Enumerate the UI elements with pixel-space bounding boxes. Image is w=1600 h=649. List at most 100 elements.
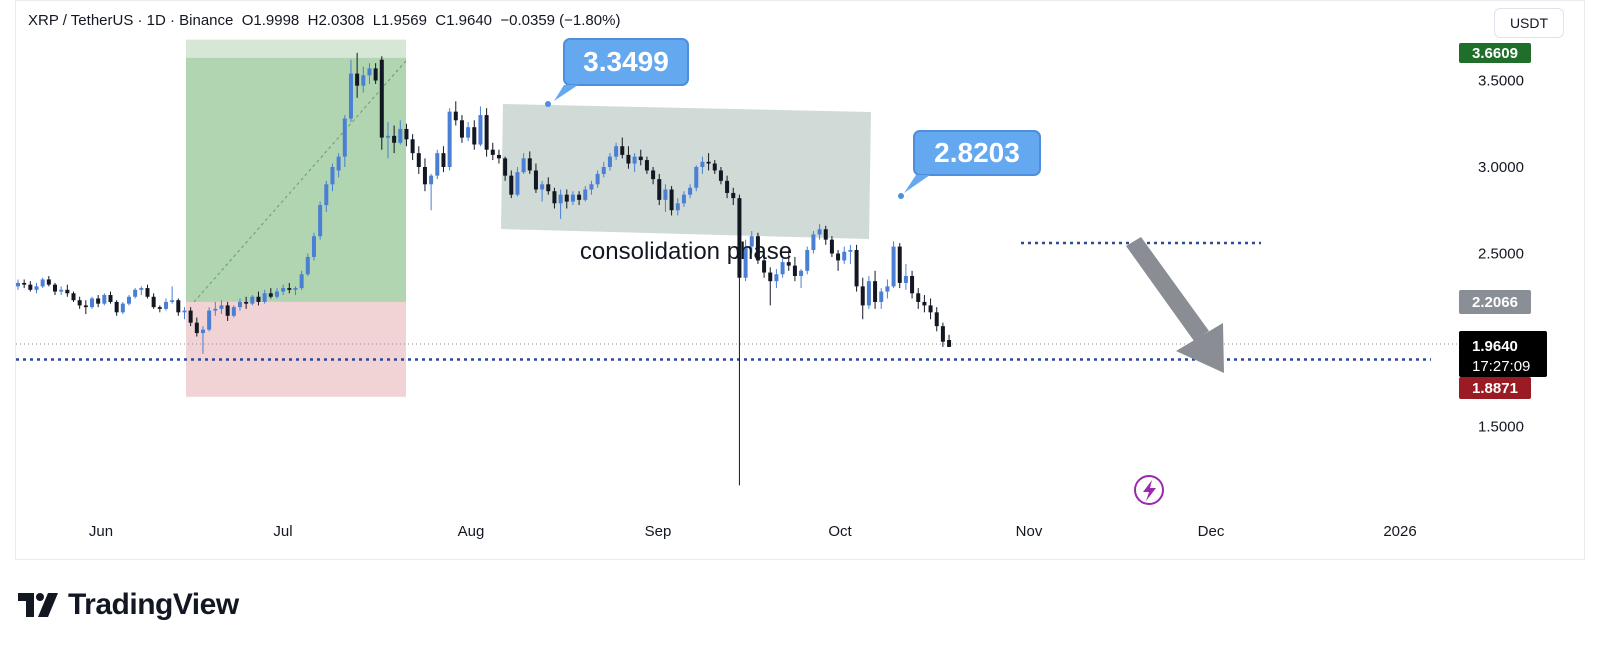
candle bbox=[244, 296, 249, 309]
candle bbox=[731, 187, 736, 206]
candle bbox=[16, 279, 20, 290]
candle-body bbox=[83, 305, 88, 308]
tradingview-logo-icon bbox=[18, 593, 58, 617]
candle-body bbox=[842, 251, 847, 261]
candle bbox=[102, 293, 107, 306]
candle-body bbox=[225, 305, 230, 316]
candle-body bbox=[157, 307, 162, 309]
symbol-name[interactable]: XRP / TetherUS · 1D · Binance bbox=[28, 12, 234, 29]
candle bbox=[910, 270, 915, 299]
x-tick-label: 2026 bbox=[1383, 523, 1416, 540]
candle-body bbox=[755, 236, 760, 261]
candle bbox=[336, 153, 341, 178]
candle bbox=[688, 184, 693, 199]
candle bbox=[114, 300, 119, 316]
candle-body bbox=[614, 146, 619, 157]
candle-body bbox=[903, 275, 908, 283]
candle bbox=[40, 277, 45, 289]
candle bbox=[916, 288, 921, 309]
candle bbox=[77, 296, 82, 309]
open-value: 1.9998 bbox=[253, 12, 300, 29]
candle-body bbox=[577, 194, 582, 200]
candle-body bbox=[126, 296, 131, 304]
candle-body bbox=[207, 310, 212, 330]
candle bbox=[256, 291, 261, 306]
candle bbox=[657, 173, 662, 206]
candle-body bbox=[558, 194, 563, 204]
candle-body bbox=[533, 170, 538, 190]
candle-body bbox=[688, 187, 693, 195]
candle-body bbox=[441, 153, 446, 167]
candle bbox=[922, 295, 927, 313]
lightning-icon[interactable] bbox=[1134, 475, 1164, 505]
candle-body bbox=[59, 289, 64, 292]
candle-body bbox=[163, 301, 168, 309]
candle-body bbox=[897, 246, 902, 283]
candle-body bbox=[200, 329, 205, 334]
candle-body bbox=[947, 340, 952, 347]
candle-body bbox=[379, 59, 384, 138]
candle-body bbox=[305, 256, 310, 275]
candle bbox=[527, 151, 532, 174]
price-badge-level-text: 2.2066 bbox=[1472, 294, 1518, 311]
candle bbox=[718, 167, 723, 185]
candle bbox=[694, 165, 699, 192]
candle-body bbox=[675, 203, 680, 211]
candle bbox=[799, 269, 804, 289]
callout-label-3-3499: 3.3499 bbox=[583, 46, 669, 77]
candle-body bbox=[607, 156, 612, 167]
candle-body bbox=[170, 300, 175, 302]
y-tick-label: 3.5000 bbox=[1478, 73, 1524, 90]
candle bbox=[416, 146, 421, 174]
candle-body bbox=[133, 289, 138, 297]
candle-body bbox=[527, 158, 532, 171]
chart-canvas[interactable]: consolidation phase 3.3499 2.8203 bbox=[16, 1, 1586, 561]
candle-body bbox=[922, 301, 927, 306]
price-badge-current-bg bbox=[1459, 331, 1547, 377]
candle-body bbox=[299, 274, 304, 289]
candle bbox=[947, 334, 952, 347]
chart-frame: consolidation phase 3.3499 2.8203 bbox=[15, 0, 1585, 560]
candle bbox=[466, 122, 471, 142]
candle-body bbox=[318, 205, 323, 237]
candle bbox=[805, 246, 810, 275]
candle bbox=[379, 56, 384, 150]
candle bbox=[866, 275, 871, 309]
long-position-profit-zone bbox=[186, 39, 406, 302]
candle-body bbox=[231, 307, 236, 316]
tradingview-logo: TradingView bbox=[18, 588, 239, 622]
candle-body bbox=[718, 170, 723, 181]
candle bbox=[515, 167, 520, 197]
candle bbox=[65, 284, 70, 297]
candle-body bbox=[540, 184, 545, 190]
price-badge-level-bg bbox=[1459, 290, 1531, 314]
candle-body bbox=[749, 236, 754, 247]
candle-body bbox=[416, 153, 421, 167]
candle-body bbox=[811, 234, 816, 251]
candle-body bbox=[336, 156, 341, 171]
candle-body bbox=[626, 154, 631, 164]
candle bbox=[89, 296, 94, 309]
candle bbox=[145, 284, 150, 299]
candle bbox=[52, 282, 57, 296]
candle-body bbox=[256, 296, 261, 302]
candle bbox=[373, 63, 378, 84]
candle bbox=[638, 149, 643, 166]
candle-body bbox=[496, 154, 501, 159]
change-value: −0.0359 (−1.80%) bbox=[500, 12, 621, 29]
y-tick-label: 1.5000 bbox=[1478, 419, 1524, 436]
candle bbox=[897, 243, 902, 289]
candle bbox=[885, 279, 890, 299]
candle-body bbox=[34, 286, 39, 290]
candle bbox=[842, 246, 847, 264]
candle-body bbox=[293, 288, 298, 290]
candle bbox=[459, 115, 464, 143]
price-badge-countdown: 17:27:09 bbox=[1472, 358, 1530, 375]
candle-body bbox=[139, 288, 144, 290]
close-label: C bbox=[435, 12, 447, 29]
candle-body bbox=[694, 167, 699, 188]
candle bbox=[490, 142, 495, 161]
candle bbox=[151, 293, 156, 309]
candle-body bbox=[799, 270, 804, 276]
currency-button[interactable]: USDT bbox=[1494, 8, 1564, 38]
